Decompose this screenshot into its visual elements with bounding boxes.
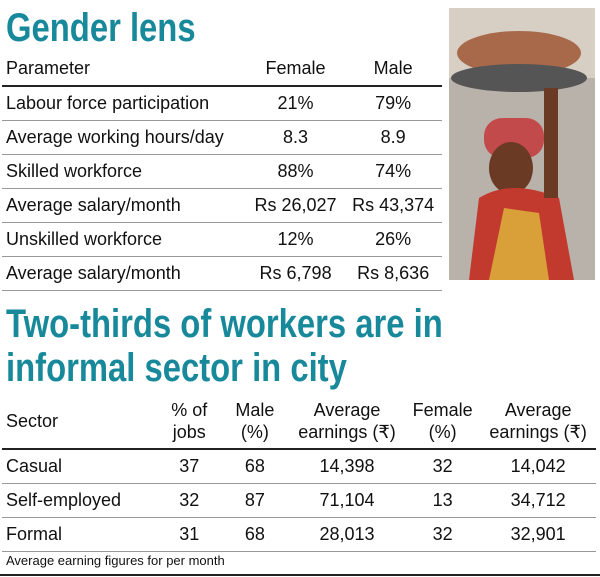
cell: Average working hours/day (2, 120, 247, 155)
cell: 28,013 (289, 517, 405, 552)
section-title: Gender lens (6, 6, 196, 50)
gender-table: Parameter Female Male Labour force particip… (2, 52, 442, 291)
row: Average working hours/day 8.3 8.9 (2, 120, 442, 155)
header-cell: Sector (2, 394, 158, 450)
cell: Labour force participation (2, 86, 247, 121)
cell: 79% (344, 86, 442, 121)
header-cell: Parameter (2, 52, 247, 87)
cell: 37 (157, 449, 221, 484)
header-row: Parameter Female Male (2, 52, 442, 87)
cell: 26% (344, 222, 442, 257)
row: Formal 31 68 28,013 32 32,901 (2, 517, 596, 552)
row: Casual 37 68 14,398 32 14,042 (2, 449, 596, 484)
cell: 21% (246, 86, 345, 121)
title-text: Two-thirds of workers are in informal se… (6, 302, 443, 390)
cell: Formal (2, 517, 158, 552)
cell: Casual (2, 449, 158, 484)
cell: Average salary/month (2, 256, 247, 291)
cell: 12% (246, 222, 345, 257)
header-cell: % of jobs (157, 394, 221, 450)
cell: 32,901 (480, 517, 596, 552)
cell: Self-employed (2, 483, 158, 518)
cell: 31 (157, 517, 221, 552)
cell: 32 (157, 483, 221, 518)
section-title: Two-thirds of workers are in informal se… (6, 302, 465, 390)
header-row: Sector% of jobs Male (%) Average earnings … (2, 394, 596, 450)
header-cell: Male (344, 52, 442, 87)
cell: 71,104 (289, 483, 405, 518)
photo (449, 8, 595, 280)
sector-table: Sector% of jobs Male (%) Average earnings … (2, 394, 596, 552)
cell: Rs 43,374 (344, 188, 442, 223)
rule (0, 574, 600, 576)
header-cell: Average earnings (₹) (480, 394, 596, 450)
cell: 8.9 (344, 120, 442, 155)
cell: 32 (404, 449, 481, 484)
row: Self-employed 32 87 71,104 13 34,712 (2, 483, 596, 518)
cell: 87 (220, 483, 290, 518)
header-cell: Male (%) (220, 394, 290, 450)
cell: 14,398 (289, 449, 405, 484)
footnote: Average earning figures for per month (6, 553, 225, 568)
row: Average salary/month Rs 26,027 Rs 43,374 (2, 188, 442, 223)
cell: 88% (246, 154, 345, 189)
cell: 8.3 (246, 120, 345, 155)
cell: Unskilled workforce (2, 222, 247, 257)
header-cell: Female (%) (404, 394, 481, 450)
cell: 68 (220, 449, 290, 484)
cell: 68 (220, 517, 290, 552)
cell: Skilled workforce (2, 154, 247, 189)
row: Skilled workforce 88% 74% (2, 154, 442, 189)
cell: Rs 8,636 (344, 256, 442, 291)
cell: 14,042 (480, 449, 596, 484)
cell: Rs 26,027 (246, 188, 345, 223)
header-cell: Average earnings (₹) (289, 394, 405, 450)
cell: 13 (404, 483, 481, 518)
cell: Average salary/month (2, 188, 247, 223)
header-cell: Female (246, 52, 345, 87)
cell: 32 (404, 517, 481, 552)
cell: Rs 6,798 (246, 256, 345, 291)
row: Unskilled workforce 12% 26% (2, 222, 442, 257)
row: Labour force participation 21% 79% (2, 86, 442, 121)
cell: 74% (344, 154, 442, 189)
row: Average salary/month Rs 6,798 Rs 8,636 (2, 256, 442, 291)
cell: 34,712 (480, 483, 596, 518)
